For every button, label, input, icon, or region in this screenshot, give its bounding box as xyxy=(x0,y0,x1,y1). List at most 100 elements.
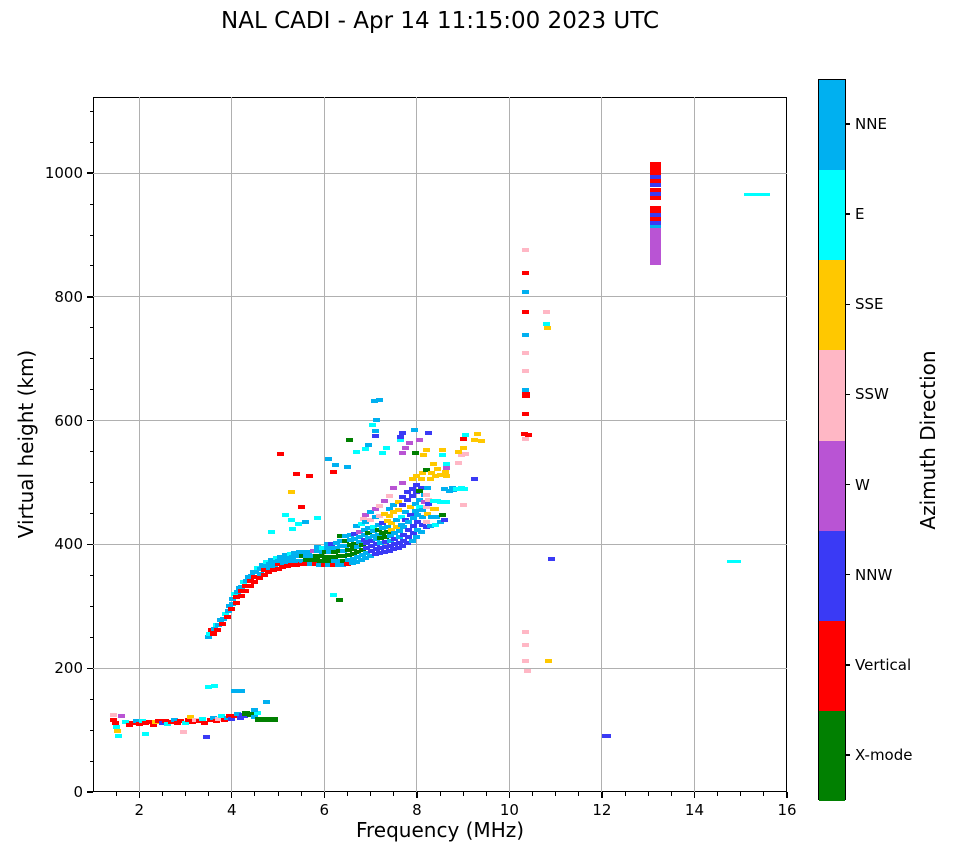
x-tick-label: 14 xyxy=(684,801,704,819)
data-point xyxy=(252,570,260,575)
data-point xyxy=(377,541,385,546)
data-point xyxy=(192,717,200,722)
data-point xyxy=(434,466,442,471)
data-point xyxy=(328,541,336,546)
data-point xyxy=(358,552,366,557)
data-point xyxy=(251,579,259,584)
x-gridline xyxy=(323,97,325,792)
data-point xyxy=(251,574,259,579)
data-point xyxy=(416,505,424,510)
data-point xyxy=(372,537,380,542)
data-point xyxy=(360,533,368,538)
data-point xyxy=(428,515,436,520)
data-point xyxy=(459,503,467,508)
data-point xyxy=(385,494,393,499)
data-point xyxy=(274,566,282,571)
data-point xyxy=(415,438,423,443)
data-point xyxy=(300,550,308,555)
data-point xyxy=(418,470,426,475)
data-point xyxy=(522,333,530,338)
data-point xyxy=(349,546,357,551)
data-point xyxy=(381,539,389,544)
data-point xyxy=(177,719,185,724)
data-point xyxy=(405,520,413,525)
data-point xyxy=(726,559,741,563)
data-point xyxy=(448,485,456,490)
data-point xyxy=(331,559,338,564)
data-point xyxy=(429,461,437,466)
data-point xyxy=(303,557,311,562)
x-tick xyxy=(323,792,326,798)
data-point xyxy=(219,621,227,626)
data-point xyxy=(743,192,770,196)
data-point xyxy=(286,552,294,557)
data-point xyxy=(649,228,661,266)
data-point xyxy=(223,614,231,619)
data-point xyxy=(418,522,426,527)
data-point xyxy=(351,536,359,541)
data-point xyxy=(298,554,306,559)
data-point xyxy=(344,548,352,553)
data-point xyxy=(182,720,190,725)
data-point xyxy=(354,549,362,554)
data-point xyxy=(276,452,284,457)
data-point xyxy=(309,549,317,554)
data-point xyxy=(383,530,391,535)
data-point xyxy=(334,563,342,568)
x-tick-label: 8 xyxy=(412,801,422,819)
y-gridline xyxy=(93,172,787,174)
y-minor-tick xyxy=(89,605,93,607)
data-point xyxy=(254,717,265,723)
data-point xyxy=(261,564,269,569)
data-point xyxy=(354,544,362,549)
data-point xyxy=(246,578,254,583)
data-point xyxy=(218,714,226,719)
data-point xyxy=(394,507,402,512)
data-point xyxy=(399,543,407,548)
data-point xyxy=(400,532,408,537)
data-point xyxy=(522,388,530,393)
data-point xyxy=(307,553,315,558)
data-point xyxy=(295,522,303,527)
data-point xyxy=(442,470,450,475)
data-point xyxy=(436,500,444,505)
data-point xyxy=(649,206,661,214)
y-tick xyxy=(87,667,93,669)
data-point xyxy=(256,571,264,576)
y-axis-label: Virtual height (km) xyxy=(14,349,38,539)
x-minor-tick xyxy=(740,792,742,796)
data-point xyxy=(232,600,240,605)
data-point xyxy=(362,556,370,561)
data-point xyxy=(219,616,227,621)
data-point xyxy=(228,716,236,721)
data-point xyxy=(205,635,213,640)
data-point xyxy=(408,477,416,482)
y-minor-tick xyxy=(89,110,93,112)
data-point xyxy=(242,588,250,593)
data-point xyxy=(207,718,215,723)
data-point xyxy=(358,543,366,548)
data-point xyxy=(649,175,661,180)
data-point xyxy=(390,502,398,507)
colorbar-tick xyxy=(846,573,850,576)
chart-title: NAL CADI - Apr 14 11:15:00 2023 UTC xyxy=(221,8,659,34)
data-point xyxy=(293,558,301,563)
data-point xyxy=(385,513,393,518)
data-point xyxy=(289,554,297,559)
data-point xyxy=(110,713,118,718)
data-point xyxy=(376,513,384,518)
data-point xyxy=(524,668,532,673)
data-point xyxy=(302,520,310,525)
data-point xyxy=(321,554,329,559)
data-point xyxy=(351,541,359,546)
data-point xyxy=(649,216,661,221)
y-minor-tick xyxy=(89,389,93,391)
data-point xyxy=(474,432,482,437)
x-minor-tick xyxy=(763,792,765,796)
data-point xyxy=(111,721,119,726)
data-point xyxy=(263,700,270,705)
data-point xyxy=(254,710,262,715)
data-point xyxy=(431,474,439,479)
data-point xyxy=(374,522,382,527)
data-point xyxy=(353,559,361,564)
